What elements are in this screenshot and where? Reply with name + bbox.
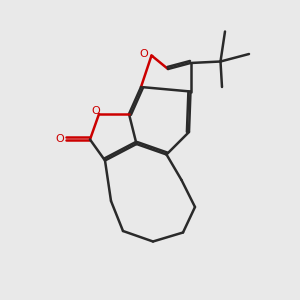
Text: O: O [92, 106, 100, 116]
Text: O: O [140, 49, 148, 59]
Text: O: O [56, 134, 64, 145]
